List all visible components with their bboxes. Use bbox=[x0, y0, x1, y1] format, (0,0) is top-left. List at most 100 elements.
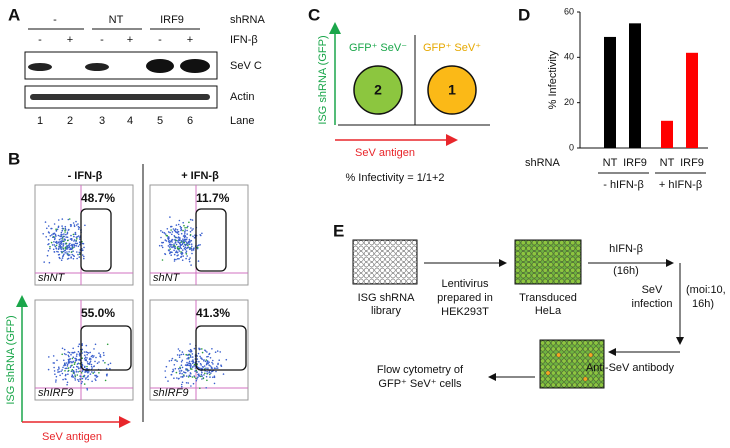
flow-dot bbox=[57, 219, 60, 221]
y-tick-label: 20 bbox=[564, 97, 574, 107]
flow-dot bbox=[92, 356, 94, 358]
well bbox=[566, 340, 572, 346]
well bbox=[566, 346, 572, 352]
flow-dot bbox=[80, 382, 83, 385]
flow-dot bbox=[84, 224, 86, 227]
flow-dot bbox=[183, 375, 185, 377]
flow-dot bbox=[172, 228, 175, 230]
flow-dot bbox=[62, 250, 65, 253]
well bbox=[395, 245, 401, 251]
flow-dot bbox=[183, 247, 186, 250]
flow-dot bbox=[213, 367, 216, 370]
well bbox=[570, 245, 576, 251]
well bbox=[531, 273, 537, 279]
well bbox=[570, 267, 576, 273]
flow-dot bbox=[64, 229, 66, 232]
well bbox=[395, 256, 401, 262]
flow-dot bbox=[172, 368, 174, 371]
well bbox=[570, 278, 576, 284]
flow-dot bbox=[184, 244, 187, 247]
quadrant-label: GFP⁺ SeV⁻ bbox=[349, 42, 407, 54]
flow-dot bbox=[55, 244, 58, 247]
flow-dot bbox=[52, 362, 55, 364]
flow-dot bbox=[75, 220, 77, 223]
flow-dot bbox=[55, 379, 57, 381]
well bbox=[570, 240, 576, 246]
flow-dot bbox=[55, 375, 58, 378]
flow-dot bbox=[61, 225, 63, 227]
flow-dot bbox=[81, 370, 84, 373]
flow-dot bbox=[212, 359, 214, 362]
well bbox=[559, 251, 565, 257]
flow-dot bbox=[83, 383, 86, 385]
flow-dot bbox=[107, 363, 110, 366]
flow-dot bbox=[87, 378, 89, 381]
flow-dot bbox=[73, 363, 76, 366]
flow-dot bbox=[178, 250, 181, 252]
well bbox=[542, 273, 548, 279]
flow-dot bbox=[75, 357, 77, 360]
flow-dot bbox=[216, 365, 218, 368]
flow-dot bbox=[71, 351, 73, 354]
flow-dot bbox=[191, 376, 194, 378]
flow-dot bbox=[66, 248, 69, 250]
well bbox=[556, 370, 562, 376]
flow-dot bbox=[58, 247, 60, 249]
flow-dot bbox=[175, 258, 177, 261]
well bbox=[570, 251, 576, 257]
flow-dot bbox=[172, 370, 175, 372]
flow-dot bbox=[181, 381, 184, 384]
band bbox=[28, 63, 52, 71]
flow-dot bbox=[186, 242, 189, 245]
well bbox=[353, 278, 359, 284]
flow-dot bbox=[64, 362, 66, 365]
flow-dot bbox=[86, 389, 89, 391]
flow-dot bbox=[177, 378, 180, 380]
flow-dot bbox=[199, 387, 201, 390]
flow-dot bbox=[81, 242, 84, 245]
well bbox=[537, 278, 543, 284]
well bbox=[385, 273, 391, 279]
flow-dot bbox=[181, 372, 183, 375]
well bbox=[553, 251, 559, 257]
well bbox=[531, 262, 537, 268]
flow-dot bbox=[188, 221, 190, 224]
flow-dot bbox=[81, 254, 84, 256]
well bbox=[545, 370, 551, 376]
flow-dot bbox=[185, 368, 187, 370]
flow-dot bbox=[186, 361, 188, 364]
flow-dot bbox=[71, 253, 73, 256]
well bbox=[390, 262, 396, 268]
bar bbox=[661, 120, 673, 148]
flow-dot bbox=[62, 366, 64, 369]
flow-dot bbox=[61, 347, 64, 350]
flow-dot bbox=[61, 372, 64, 375]
flow-dot bbox=[197, 260, 200, 262]
flow-dot bbox=[55, 228, 57, 230]
flow-dot bbox=[79, 370, 81, 373]
well bbox=[401, 256, 407, 262]
flow-dot bbox=[168, 250, 170, 252]
flow-dot bbox=[85, 358, 87, 361]
flow-dot bbox=[196, 246, 199, 249]
flow-dot bbox=[54, 245, 57, 248]
flow-dot bbox=[169, 241, 172, 243]
flow-dot bbox=[203, 359, 205, 361]
flow-dot bbox=[180, 244, 183, 246]
flow-dot bbox=[83, 374, 86, 377]
well bbox=[582, 382, 588, 388]
well bbox=[566, 376, 572, 382]
flow-dot bbox=[73, 224, 76, 226]
flow-dot bbox=[188, 374, 191, 377]
well bbox=[358, 251, 364, 257]
well bbox=[582, 370, 588, 376]
flow-dot bbox=[67, 246, 69, 249]
flow-dot bbox=[201, 368, 204, 370]
flow-dot bbox=[53, 238, 56, 241]
flow-dot bbox=[208, 371, 210, 374]
flow-dot bbox=[75, 224, 78, 226]
flow-dot bbox=[199, 367, 201, 370]
flow-dot bbox=[63, 240, 65, 243]
well bbox=[598, 364, 604, 370]
flow-dot bbox=[46, 254, 49, 257]
